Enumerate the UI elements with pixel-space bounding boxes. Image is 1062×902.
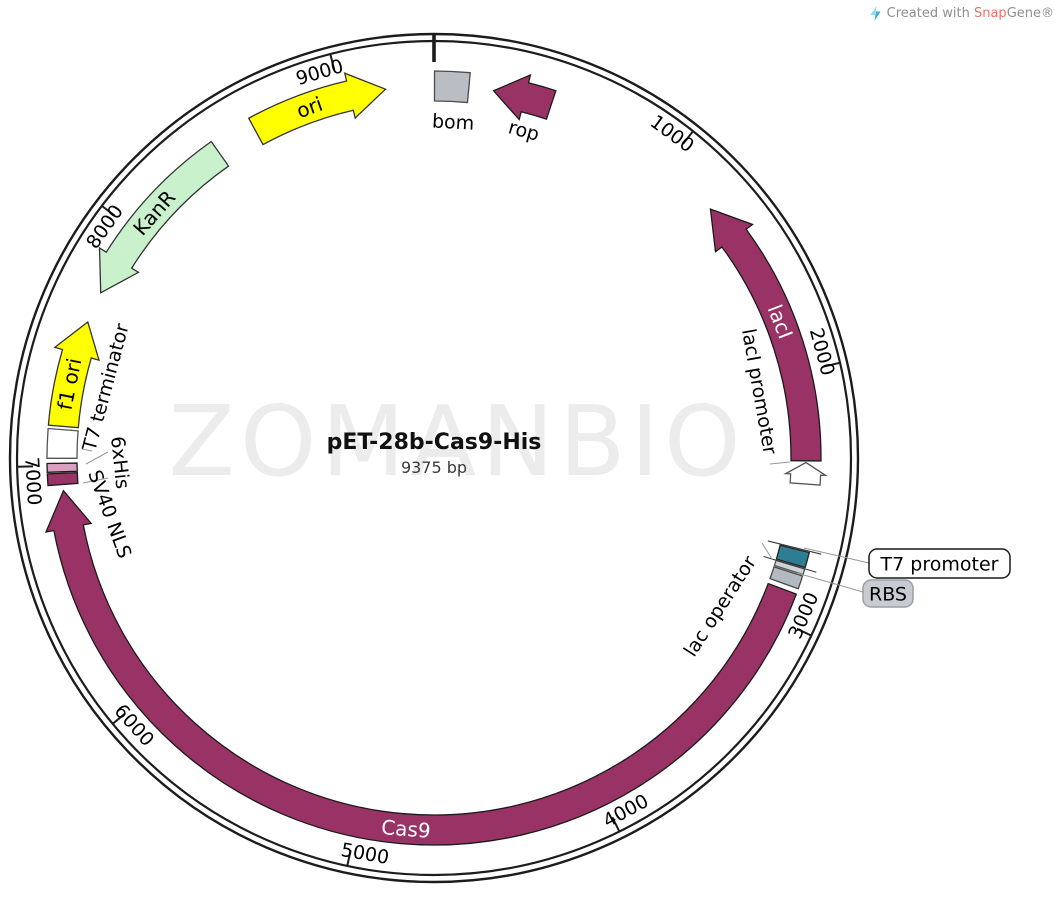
feature-SV40-NLS	[46, 471, 79, 487]
callout-bracket	[767, 540, 822, 555]
credit-brand-snap: Snap	[973, 6, 1007, 21]
RBS-callout-box	[862, 579, 914, 608]
feature-ori	[247, 72, 387, 146]
feature-lacI-promoter	[783, 461, 828, 486]
label-7000: 7000	[20, 456, 45, 506]
label-RBS: RBS	[869, 584, 907, 606]
feature-RBS	[769, 566, 804, 590]
RBS-callout-leader	[796, 572, 864, 593]
leader-line	[82, 477, 109, 484]
tick-6000	[112, 712, 126, 725]
feature-bom	[433, 70, 471, 104]
feature-lac-operator	[773, 559, 806, 576]
feature-rop	[492, 73, 557, 121]
feature-T7-terminator	[46, 427, 79, 459]
leader-line	[81, 448, 93, 452]
leader-line	[761, 542, 773, 560]
callout-bracket	[763, 555, 817, 573]
watermark: ZOMANBIO	[168, 385, 746, 498]
snapgene-credit: Created with SnapGene®	[869, 6, 1054, 21]
feature-KanR	[98, 140, 230, 294]
feature-f1-ori	[47, 320, 100, 429]
leader-line	[769, 461, 791, 465]
label-rop: rop	[506, 116, 542, 145]
tick-1000	[682, 130, 694, 145]
tick-5000	[346, 850, 352, 867]
leader-line	[85, 451, 109, 465]
credit-brand-gene: Gene®	[1006, 6, 1054, 21]
tick-3000	[796, 627, 812, 637]
feature-6xHis	[46, 462, 78, 474]
label-T7-promoter: T7 promoter	[880, 554, 999, 576]
snapgene-logo-icon	[870, 6, 881, 21]
label-bom: bom	[431, 110, 474, 134]
tick-9000	[329, 53, 336, 70]
credit-text: Created with SnapGene®	[886, 6, 1054, 21]
feature-Cas9	[44, 489, 798, 846]
label-6xHis: 6xHis	[106, 435, 133, 490]
tick-2000	[824, 361, 841, 368]
feature-lacI	[709, 208, 822, 462]
plasmid-title: pET-28b-Cas9-His	[326, 430, 542, 455]
label-Cas9: Cas9	[380, 815, 431, 843]
T7-promoter-callout-box	[868, 548, 1011, 579]
T7-promoter-callout-leader	[803, 547, 870, 564]
plasmid-length: 9375 bp	[400, 458, 468, 478]
title-block: pET-28b-Cas9-His 9375 bp	[284, 430, 584, 478]
feature-T7-promoter	[775, 544, 811, 569]
tick-4000	[611, 816, 621, 832]
label-1000: 1000	[646, 111, 698, 157]
tick-8000	[101, 205, 116, 217]
